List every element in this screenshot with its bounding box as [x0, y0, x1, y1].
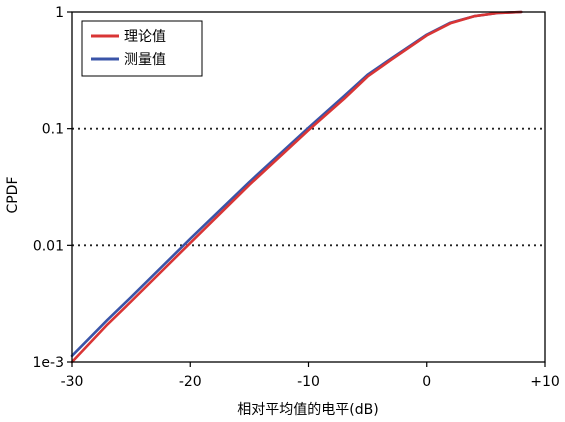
- x-tick-label: -10: [297, 374, 320, 390]
- series-line-theoretical: [70, 10, 523, 364]
- y-axis-title: CPDF: [5, 176, 21, 213]
- x-tick-label: -30: [61, 374, 84, 390]
- y-tick-label: 1: [55, 5, 64, 21]
- legend-label-measured: 测量值: [124, 52, 166, 68]
- series-lines: [70, 10, 523, 364]
- x-tick-label: +10: [530, 374, 560, 390]
- grid-lines: [72, 127, 545, 247]
- y-tick-label: 0.01: [33, 238, 64, 254]
- legend: 理论值 测量值: [81, 20, 203, 77]
- y-axis: 1e-3 0.01 0.1 1: [33, 5, 72, 371]
- legend-box: [81, 20, 203, 77]
- x-axis: -30 -20 -10 0 +10: [61, 362, 560, 390]
- x-axis-title: 相对平均值的电平(dB): [237, 402, 378, 418]
- x-tick-label: -20: [179, 374, 202, 390]
- legend-label-theoretical: 理论值: [124, 29, 166, 45]
- y-tick-label: 1e-3: [33, 355, 64, 371]
- x-tick-label: 0: [422, 374, 431, 390]
- y-tick-label: 0.1: [42, 122, 64, 138]
